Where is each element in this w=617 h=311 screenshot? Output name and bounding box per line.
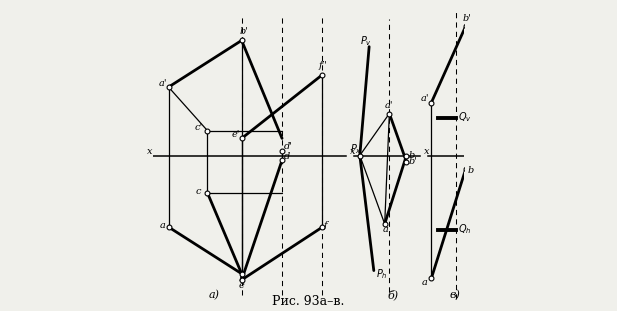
Text: b': b': [463, 14, 471, 23]
Text: c: c: [196, 187, 201, 196]
Text: a: a: [159, 221, 165, 230]
Text: x: x: [350, 146, 355, 156]
Text: в): в): [450, 290, 461, 300]
Text: d: d: [284, 152, 290, 161]
Text: а): а): [209, 290, 220, 300]
Text: $P_x$: $P_x$: [350, 142, 362, 156]
Text: $Q_v$: $Q_v$: [458, 110, 471, 124]
Text: б): б): [388, 290, 399, 300]
Text: x: x: [424, 146, 429, 156]
Text: a': a': [384, 101, 393, 110]
Text: $Q_h$: $Q_h$: [458, 222, 471, 236]
Text: b: b: [239, 274, 245, 283]
Text: e': e': [231, 130, 240, 139]
Text: x: x: [147, 146, 152, 156]
Text: c': c': [195, 123, 203, 132]
Text: b': b': [239, 27, 248, 36]
Text: f: f: [324, 221, 328, 230]
Text: d': d': [284, 142, 292, 151]
Text: a: a: [383, 225, 389, 234]
Text: e: e: [239, 281, 244, 290]
Text: b: b: [468, 165, 474, 174]
Text: a': a': [159, 78, 167, 87]
Text: $P_v$: $P_v$: [360, 34, 372, 48]
Text: a': a': [420, 94, 429, 103]
Text: f'': f'': [319, 61, 328, 70]
Text: Рис. 93а–в.: Рис. 93а–в.: [272, 295, 345, 308]
Text: b: b: [408, 151, 415, 160]
Text: b': b': [408, 157, 418, 166]
Text: a: a: [422, 278, 428, 287]
Text: $P_h$: $P_h$: [376, 267, 387, 281]
